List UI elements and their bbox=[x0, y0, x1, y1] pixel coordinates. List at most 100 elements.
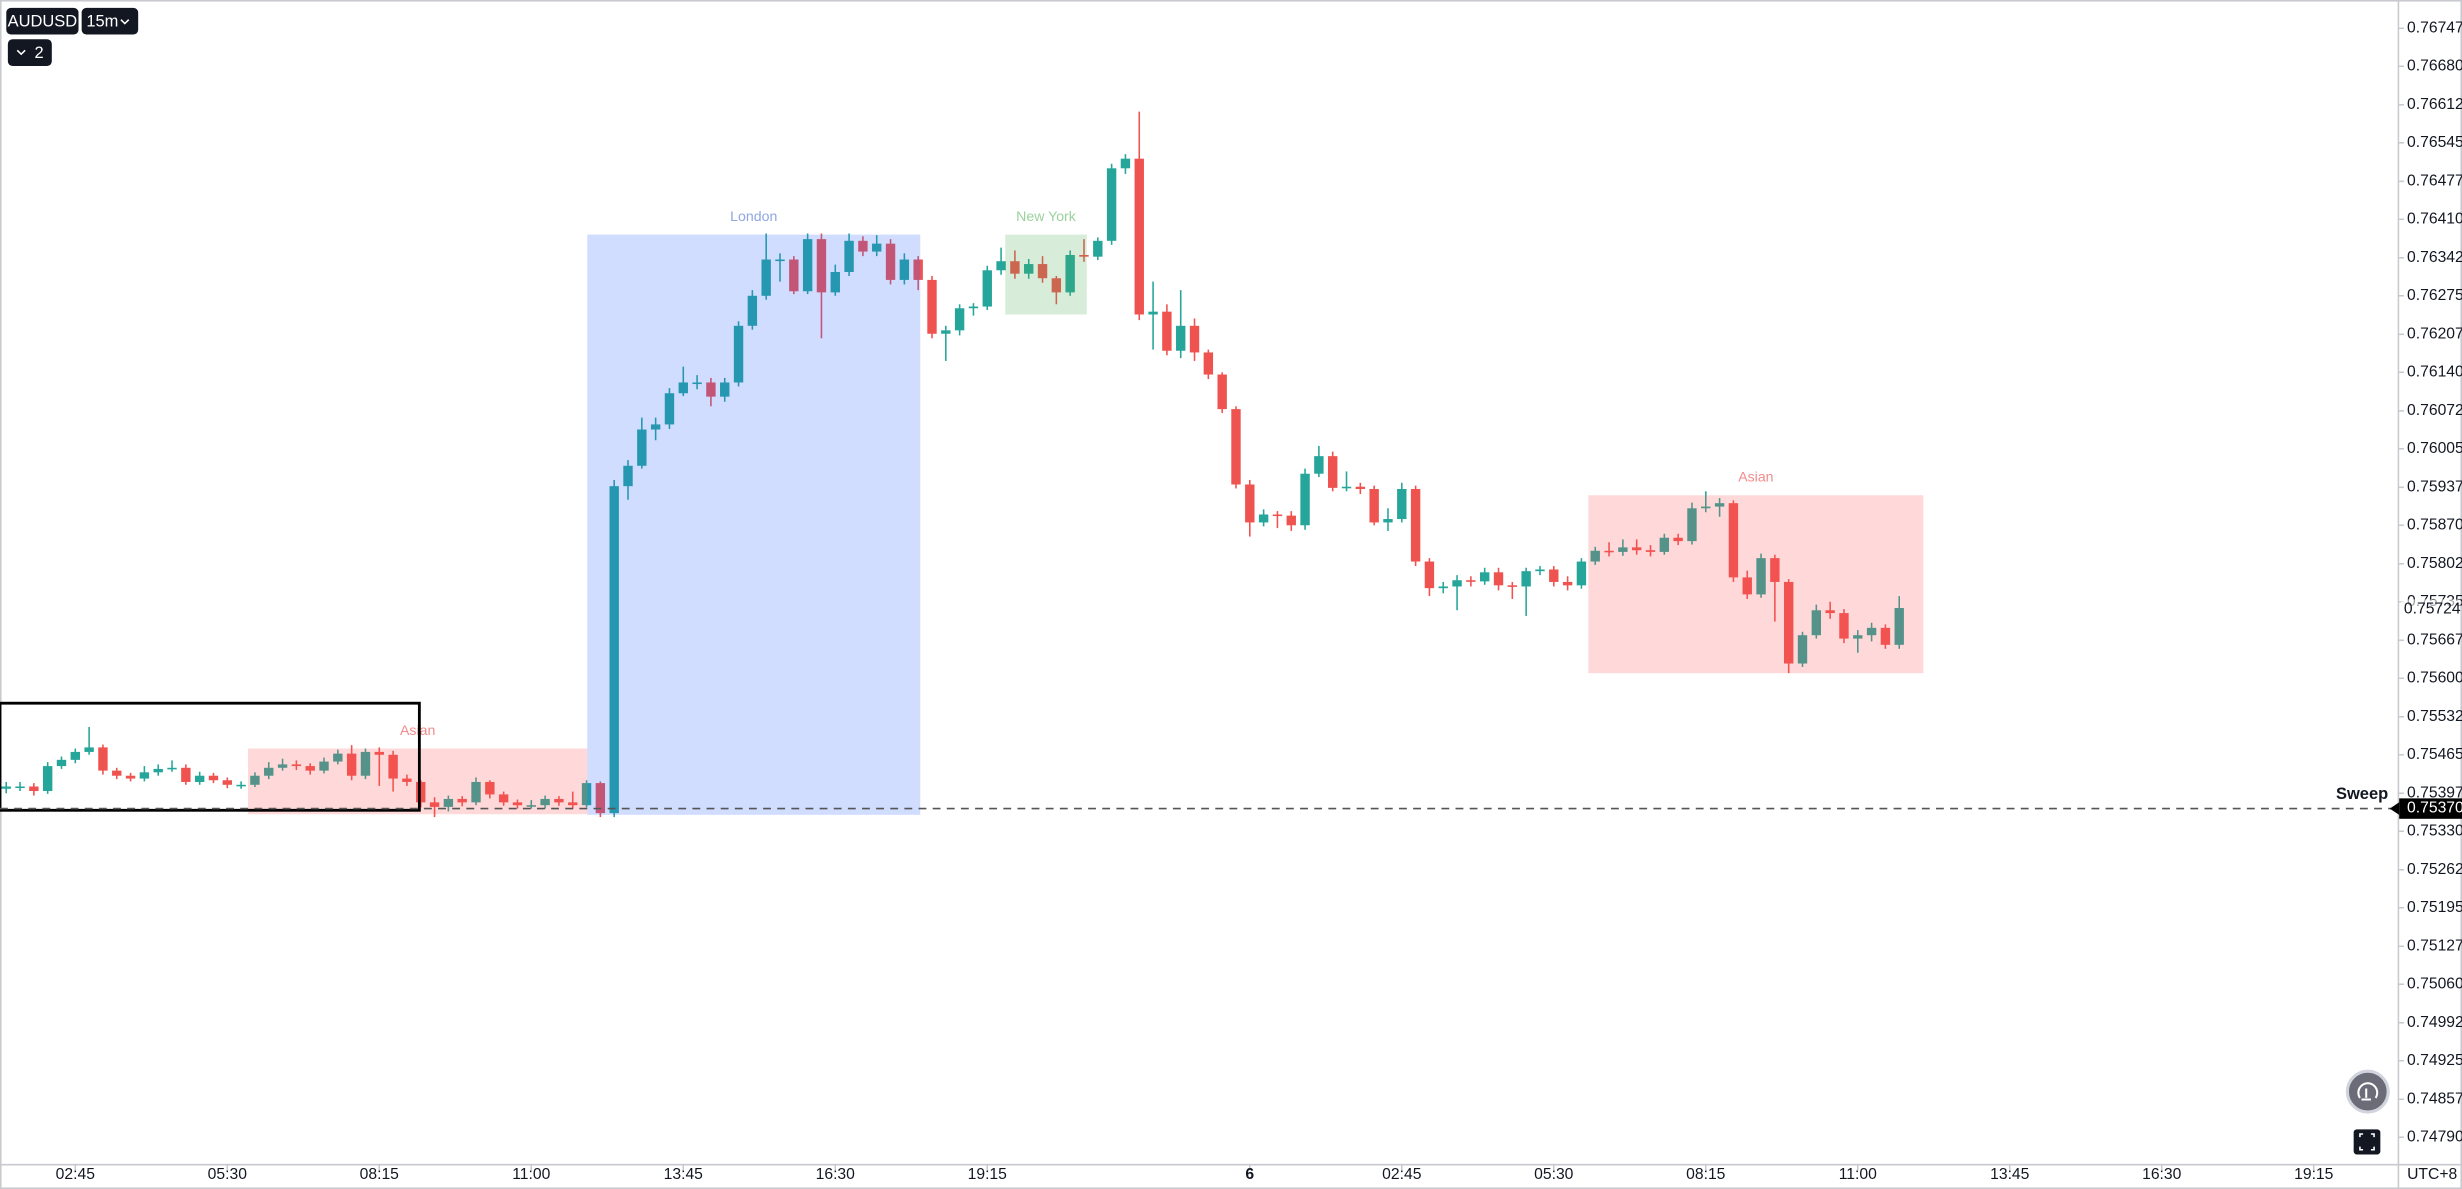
candle-body bbox=[1783, 581, 1794, 664]
indicators-button[interactable]: 2 bbox=[7, 39, 52, 66]
candle-body bbox=[789, 259, 799, 292]
candle-body bbox=[1286, 515, 1296, 526]
candle-body bbox=[1894, 607, 1904, 645]
candle-body bbox=[402, 778, 412, 782]
symbol-button[interactable]: AUDUSD bbox=[6, 7, 79, 35]
candle-body bbox=[885, 243, 896, 280]
candle-body bbox=[429, 802, 440, 807]
candle-body bbox=[1424, 561, 1435, 589]
candle-body bbox=[1369, 489, 1379, 523]
interval-label[interactable]: 15m bbox=[86, 12, 118, 30]
candle-body bbox=[291, 764, 302, 767]
candle-body bbox=[1, 786, 11, 789]
interval-button[interactable]: 15m bbox=[81, 7, 139, 35]
candle-body bbox=[1507, 585, 1518, 587]
y-tick-label: 0.75330 bbox=[2407, 822, 2462, 839]
chevron[interactable] bbox=[120, 19, 130, 25]
x-tick-label: 19:15 bbox=[968, 1166, 1008, 1183]
screenshot-bg[interactable] bbox=[2353, 1129, 2381, 1155]
replay-button[interactable] bbox=[2345, 1069, 2390, 1114]
candle-body bbox=[1493, 572, 1504, 586]
y-tick-label: 0.75802 bbox=[2407, 555, 2462, 572]
candle-body bbox=[996, 261, 1006, 271]
y-tick-label: 0.75937 bbox=[2407, 478, 2462, 495]
replay-circle[interactable] bbox=[2345, 1069, 2390, 1114]
candle-body bbox=[1189, 325, 1200, 353]
y-tick-label: 0.76275 bbox=[2407, 287, 2462, 304]
y-tick-label: 0.75397 bbox=[2407, 784, 2462, 801]
candle-body bbox=[706, 382, 716, 397]
plot-area: Asian London New York Asian Sweep bbox=[0, 111, 2398, 818]
symbol-label[interactable]: AUDUSD bbox=[8, 12, 78, 30]
x-tick-label: 13:45 bbox=[1990, 1166, 2030, 1183]
candle-body bbox=[872, 243, 882, 252]
candle-body bbox=[954, 308, 965, 331]
candle-body bbox=[1728, 503, 1739, 578]
candle-body bbox=[1176, 325, 1186, 351]
candle-body bbox=[581, 783, 592, 806]
candle-body bbox=[1590, 550, 1600, 562]
candle-body bbox=[733, 325, 744, 383]
candle-body bbox=[816, 239, 827, 293]
x-tick-label: 16:30 bbox=[2142, 1166, 2182, 1183]
candle-body bbox=[1065, 254, 1075, 293]
candle-body bbox=[1203, 352, 1214, 375]
candle-body bbox=[1355, 486, 1366, 490]
candle-body bbox=[1134, 158, 1144, 315]
candle-body bbox=[1120, 158, 1131, 169]
candle-body bbox=[899, 259, 910, 280]
screenshot-button[interactable] bbox=[2353, 1129, 2381, 1155]
candle-body bbox=[1604, 550, 1614, 553]
candle-body bbox=[526, 805, 536, 807]
candle-body bbox=[1659, 537, 1670, 552]
candle-body bbox=[830, 271, 840, 293]
candle-body bbox=[968, 306, 979, 309]
screenshot-icon[interactable] bbox=[2359, 1133, 2375, 1151]
candle-body bbox=[1024, 264, 1034, 274]
candle-body bbox=[913, 259, 923, 280]
candle-body bbox=[167, 767, 177, 770]
candle-body bbox=[623, 465, 633, 487]
candle-body bbox=[1079, 254, 1089, 257]
candle-body bbox=[1106, 168, 1117, 241]
y-tick-label: 0.76005 bbox=[2407, 440, 2462, 457]
y-tick-label: 0.76410 bbox=[2407, 210, 2462, 227]
sweep-arrow bbox=[2389, 802, 2400, 815]
candle-body bbox=[1714, 503, 1725, 507]
y-tick-label: 0.76680 bbox=[2407, 57, 2462, 74]
candle-body bbox=[1645, 550, 1656, 552]
chevron[interactable] bbox=[16, 49, 26, 56]
candle-body bbox=[1673, 537, 1683, 542]
candle-body bbox=[568, 802, 578, 806]
sweep-label: Sweep bbox=[2336, 785, 2388, 803]
candle-body bbox=[1535, 569, 1545, 572]
last-price-box bbox=[2400, 599, 2461, 617]
y-tick-label: 0.74790 bbox=[2407, 1128, 2462, 1145]
candle-body bbox=[595, 783, 606, 814]
timezone-label[interactable]: UTC+8 bbox=[2407, 1166, 2457, 1183]
candle-body bbox=[692, 382, 702, 385]
candle-body bbox=[637, 429, 647, 466]
candle-body bbox=[858, 240, 868, 252]
candle-body bbox=[1687, 508, 1697, 542]
symbol-button-bg[interactable] bbox=[6, 7, 79, 35]
candle-body bbox=[15, 786, 25, 789]
candle-body bbox=[457, 798, 467, 803]
candle-body bbox=[112, 770, 122, 776]
y-tick-label: 0.75532 bbox=[2407, 708, 2462, 725]
candle-body bbox=[802, 239, 813, 292]
candle-body bbox=[471, 781, 481, 803]
candle-body bbox=[1245, 484, 1255, 523]
replay-icon[interactable] bbox=[2357, 1082, 2379, 1101]
candle-body bbox=[70, 751, 81, 760]
x-tick-label: 02:45 bbox=[1382, 1166, 1422, 1183]
indicators-count[interactable]: 2 bbox=[35, 44, 44, 62]
candle-body bbox=[609, 486, 619, 814]
candle-body bbox=[1328, 456, 1338, 488]
candle-body bbox=[374, 751, 384, 755]
y-tick-label: 0.76612 bbox=[2407, 96, 2462, 113]
sweep-price-box bbox=[2399, 798, 2462, 819]
interval-button-bg[interactable] bbox=[81, 7, 139, 35]
indicators-button-bg[interactable] bbox=[7, 39, 52, 66]
